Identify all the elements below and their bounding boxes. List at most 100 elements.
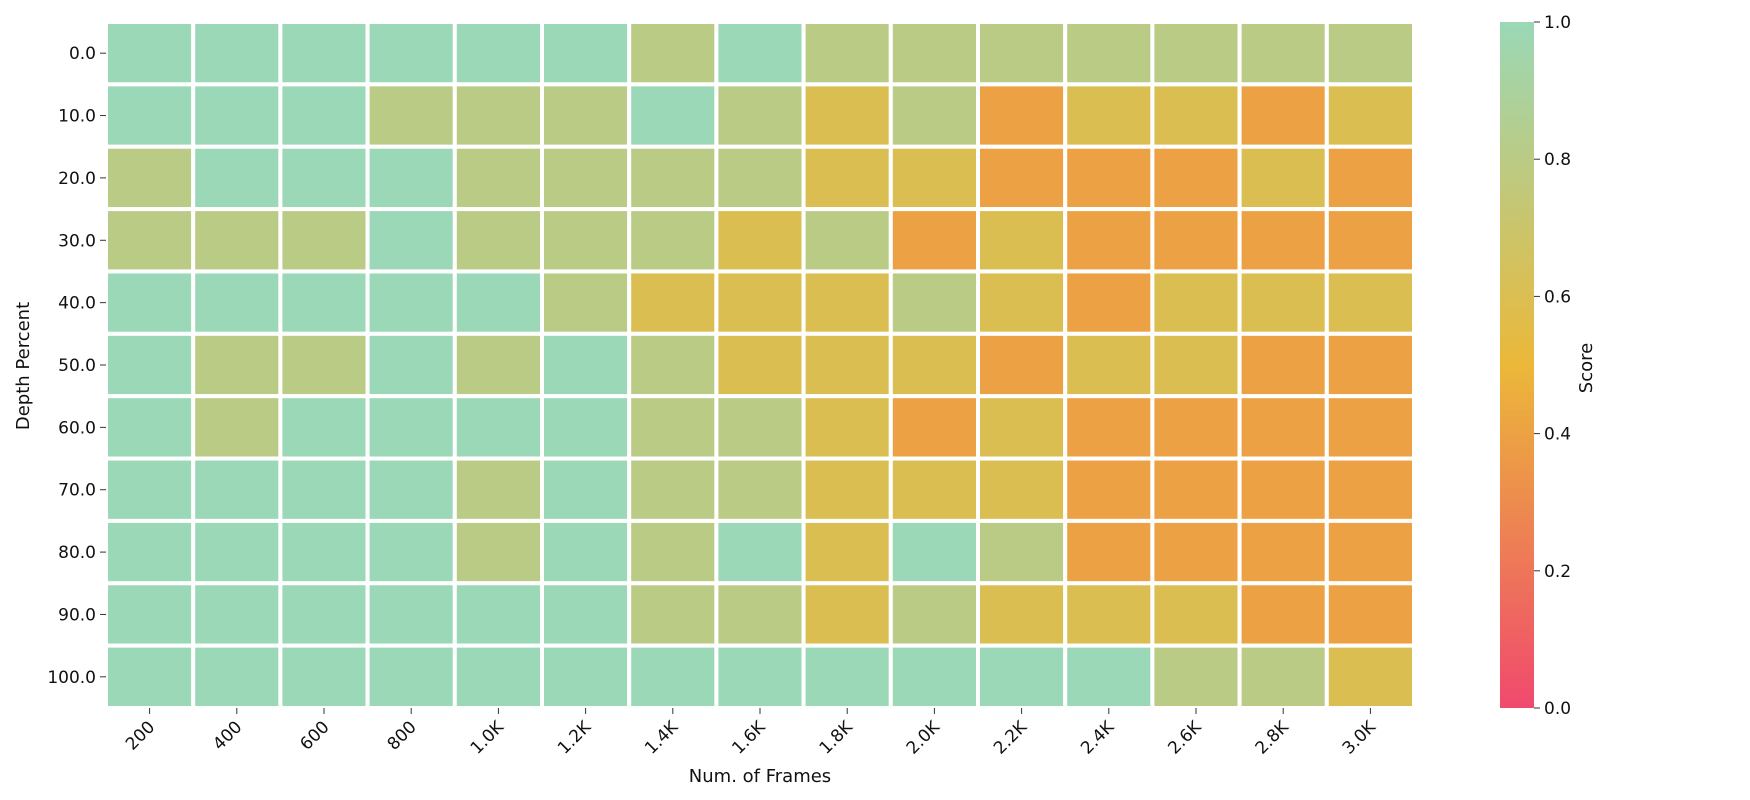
colorbar-label: Score [1576, 343, 1597, 393]
heatmap-cell [976, 331, 1068, 399]
heatmap-cell [540, 82, 632, 149]
heatmap-cell [1324, 269, 1417, 336]
heatmap-cell [1063, 82, 1155, 149]
colorbar-tick-label: 0.2 [1544, 562, 1571, 582]
heatmap-cell [191, 269, 283, 336]
heatmap-cell [627, 144, 719, 212]
x-tick-label: 800 [384, 717, 421, 754]
colorbar-tick-label: 1.0 [1544, 13, 1571, 33]
heatmap-cell [976, 207, 1068, 274]
heatmap-cell [714, 331, 806, 399]
x-axis-ticks: 200 400 600 800 1.0K 1.2K 1.4K 1.6K 1.8K 2.0K 2.2K… [122, 708, 1381, 759]
y-tick-label: 80.0 [58, 543, 96, 563]
heatmap-cell [1063, 581, 1155, 648]
x-tick-label: 2.6K [1164, 717, 1206, 759]
heatmap-cell [1063, 518, 1155, 586]
heatmap-cells [104, 20, 1417, 710]
heatmap-cell [191, 144, 283, 212]
x-tick-label: 1.2K [554, 717, 596, 759]
heatmap-cell [1324, 581, 1417, 648]
heatmap-cell [627, 82, 719, 149]
x-tick-label: 2.0K [903, 717, 945, 759]
heatmap-cell [104, 518, 196, 586]
heatmap-cell [452, 394, 544, 461]
y-tick-label: 30.0 [58, 231, 96, 251]
heatmap-cell [1063, 269, 1155, 336]
heatmap-cell [976, 456, 1068, 523]
heatmap-cell [976, 144, 1068, 212]
heatmap-cell [1150, 456, 1242, 523]
heatmap-cell [888, 82, 980, 149]
heatmap-cell [452, 581, 544, 648]
heatmap-cell [801, 20, 893, 87]
heatmap-cell [278, 518, 370, 586]
heatmap-cell [278, 643, 370, 710]
heatmap-cell [627, 207, 719, 274]
heatmap-cell [104, 331, 196, 399]
y-axis-ticks: 0.0 10.0 20.0 30.0 40.0 50.0 60.0 70.0 80.0 90.0 1… [47, 44, 106, 688]
heatmap-cell [365, 207, 457, 274]
heatmap-cell [714, 144, 806, 212]
heatmap-cell [801, 518, 893, 586]
heatmap-cell [540, 144, 632, 212]
heatmap-cell [452, 269, 544, 336]
heatmap-cell [278, 331, 370, 399]
heatmap-cell [1063, 20, 1155, 87]
heatmap-cell [976, 518, 1068, 586]
heatmap-cell [1063, 207, 1155, 274]
y-tick-label: 40.0 [58, 294, 96, 314]
heatmap-cell [801, 207, 893, 274]
heatmap-cell [365, 331, 457, 399]
heatmap-cell [365, 456, 457, 523]
heatmap-cell [278, 207, 370, 274]
heatmap-cell [104, 581, 196, 648]
heatmap-cell [1237, 144, 1329, 212]
y-tick-label: 70.0 [58, 481, 96, 501]
heatmap-cell [191, 518, 283, 586]
heatmap-cell [104, 394, 196, 461]
x-tick-label: 1.4K [641, 717, 683, 759]
x-axis-title: Num. of Frames [689, 766, 831, 787]
heatmap-cell [1063, 643, 1155, 710]
heatmap-cell [1063, 144, 1155, 212]
heatmap-cell [714, 456, 806, 523]
colorbar-tick-label: 0.6 [1544, 287, 1571, 307]
x-tick-label: 2.2K [990, 717, 1032, 759]
heatmap-cell [365, 144, 457, 212]
heatmap-cell [976, 581, 1068, 648]
heatmap-cell [278, 20, 370, 87]
heatmap-cell [104, 643, 196, 710]
heatmap-cell [278, 456, 370, 523]
heatmap-cell [104, 456, 196, 523]
heatmap-cell [278, 581, 370, 648]
heatmap-cell [104, 82, 196, 149]
heatmap-cell [714, 20, 806, 87]
colorbar: 0.0 0.2 0.4 0.6 0.8 1.0 [1500, 13, 1571, 719]
heatmap-cell [1237, 82, 1329, 149]
heatmap-cell [1324, 207, 1417, 274]
heatmap-cell [1150, 581, 1242, 648]
heatmap-cell [540, 581, 632, 648]
heatmap-cell [714, 581, 806, 648]
y-tick-label: 50.0 [58, 356, 96, 376]
heatmap-cell [540, 207, 632, 274]
heatmap-cell [191, 456, 283, 523]
heatmap-cell [1150, 82, 1242, 149]
heatmap-cell [888, 331, 980, 399]
x-tick-label: 2.4K [1077, 717, 1119, 759]
heatmap-cell [888, 581, 980, 648]
heatmap-cell [540, 394, 632, 461]
heatmap-cell [1324, 20, 1417, 87]
x-tick-label: 400 [209, 717, 246, 754]
heatmap-cell [104, 144, 196, 212]
heatmap-cell [104, 20, 196, 87]
heatmap-cell [452, 331, 544, 399]
heatmap-cell [888, 20, 980, 87]
heatmap-cell [1324, 456, 1417, 523]
colorbar-tick-label: 0.0 [1544, 699, 1571, 719]
heatmap-cell [1237, 331, 1329, 399]
heatmap-cell [714, 269, 806, 336]
heatmap-cell [627, 643, 719, 710]
heatmap-cell [976, 643, 1068, 710]
x-tick-label: 1.0K [467, 717, 509, 759]
